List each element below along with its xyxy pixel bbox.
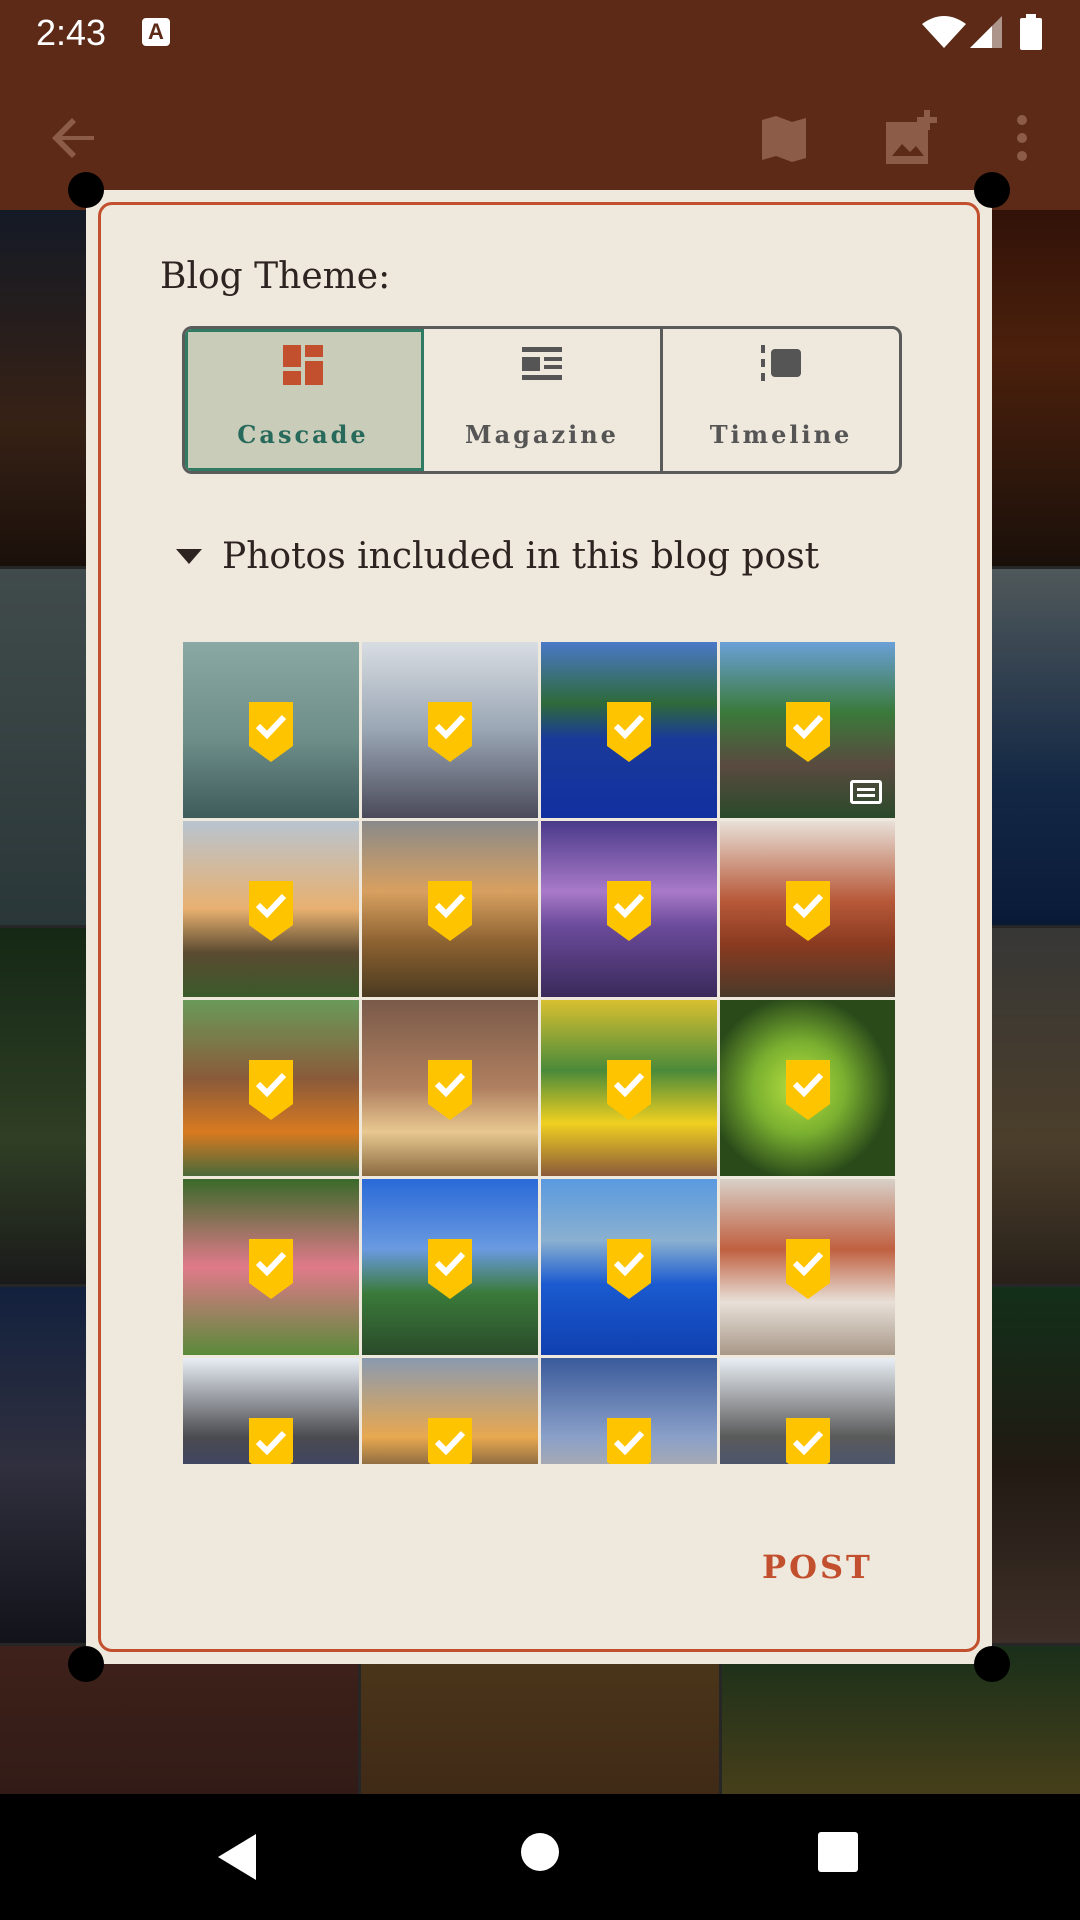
post-button[interactable]: POST <box>762 1548 873 1586</box>
back-button[interactable] <box>42 106 106 170</box>
photo-tile[interactable] <box>183 1179 359 1355</box>
photo-tile[interactable] <box>541 642 717 818</box>
theme-selector: Cascade Magazine Timeline <box>182 326 902 474</box>
check-badge-icon <box>607 1418 651 1464</box>
dialog-frame <box>98 202 980 1652</box>
map-button[interactable] <box>752 106 816 170</box>
photo-tile[interactable] <box>183 1358 359 1464</box>
check-badge-icon <box>249 702 293 762</box>
photo-grid <box>183 642 895 1464</box>
theme-option-cascade[interactable]: Cascade <box>185 329 424 471</box>
blog-theme-dialog: Blog Theme: Cascade Magazine Timeline <box>68 172 1010 1682</box>
frame-corner <box>974 172 1010 208</box>
add-photo-button[interactable] <box>878 106 942 170</box>
check-badge-icon <box>607 702 651 762</box>
check-badge-icon <box>428 1418 472 1464</box>
check-badge-icon <box>428 1239 472 1299</box>
check-badge-icon <box>786 702 830 762</box>
check-badge-icon <box>786 1239 830 1299</box>
photo-tile[interactable] <box>541 1000 717 1176</box>
nav-recents-icon[interactable] <box>818 1832 858 1872</box>
photo-tile[interactable] <box>541 1179 717 1355</box>
check-badge-icon <box>428 702 472 762</box>
theme-option-magazine[interactable]: Magazine <box>424 329 663 471</box>
photos-section-toggle[interactable]: Photos included in this blog post <box>176 536 819 577</box>
photo-tile[interactable] <box>362 1358 538 1464</box>
battery-icon <box>1020 14 1042 50</box>
photo-tile[interactable] <box>362 1179 538 1355</box>
frame-corner <box>68 172 104 208</box>
dialog-title: Blog Theme: <box>160 256 391 297</box>
nav-back-icon[interactable] <box>216 1832 260 1882</box>
check-badge-icon <box>249 1418 293 1464</box>
arrow-back-icon <box>52 118 94 158</box>
timeline-icon <box>761 345 801 381</box>
status-bar: 2:43 A <box>0 0 1080 66</box>
photo-tile[interactable] <box>362 642 538 818</box>
magazine-icon <box>522 347 562 380</box>
check-badge-icon <box>249 881 293 941</box>
frame-corner <box>68 1646 104 1682</box>
photo-tile[interactable] <box>720 642 895 818</box>
wifi-icon <box>922 16 966 48</box>
photo-tile[interactable] <box>541 821 717 997</box>
photos-section-title: Photos included in this blog post <box>222 536 820 577</box>
collapse-arrow-icon <box>176 549 202 564</box>
photo-tile[interactable] <box>541 1358 717 1464</box>
photo-tile[interactable] <box>183 821 359 997</box>
more-options-button[interactable] <box>990 106 1054 170</box>
notification-icon: A <box>142 18 170 46</box>
frame-corner <box>974 1646 1010 1682</box>
check-badge-icon <box>607 1060 651 1120</box>
navigation-bar <box>0 1794 1080 1920</box>
check-badge-icon <box>428 881 472 941</box>
check-badge-icon <box>786 1060 830 1120</box>
check-badge-icon <box>249 1060 293 1120</box>
theme-label: Magazine <box>465 420 619 449</box>
app-bar <box>0 66 1080 210</box>
check-badge-icon <box>607 881 651 941</box>
cellular-signal-icon <box>970 16 1002 48</box>
more-vert-icon <box>1017 115 1027 161</box>
theme-option-timeline[interactable]: Timeline <box>663 329 899 471</box>
check-badge-icon <box>428 1060 472 1120</box>
status-time: 2:43 <box>36 12 107 53</box>
caption-icon <box>850 780 882 804</box>
theme-label: Timeline <box>709 420 853 449</box>
photo-tile[interactable] <box>720 1179 895 1355</box>
photo-tile[interactable] <box>183 1000 359 1176</box>
photo-tile[interactable] <box>362 1000 538 1176</box>
add-photo-icon <box>886 110 937 164</box>
theme-label: Cascade <box>237 420 369 449</box>
photo-tile[interactable] <box>720 1358 895 1464</box>
check-badge-icon <box>249 1239 293 1299</box>
photo-tile[interactable] <box>183 642 359 818</box>
map-icon <box>762 116 806 162</box>
check-badge-icon <box>786 1418 830 1464</box>
photo-tile[interactable] <box>720 1000 895 1176</box>
check-badge-icon <box>607 1239 651 1299</box>
cascade-icon <box>283 345 323 385</box>
photo-tile[interactable] <box>362 821 538 997</box>
photo-tile[interactable] <box>720 821 895 997</box>
nav-home-icon[interactable] <box>520 1832 560 1872</box>
check-badge-icon <box>786 881 830 941</box>
